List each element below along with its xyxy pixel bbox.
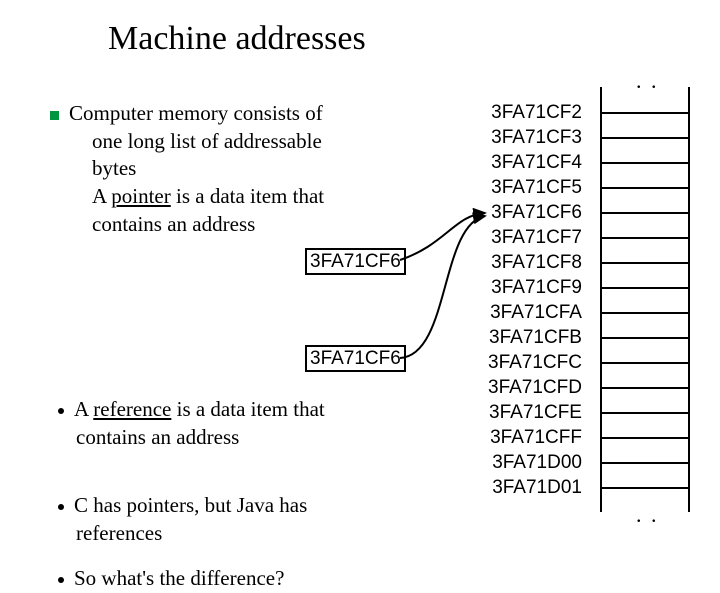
memory-cell [600,362,690,387]
memory-cell [600,262,690,287]
text: Computer memory consists of [69,101,323,125]
bullet-difference: So what's the difference? [50,565,284,593]
address-label: 3FA71CFD [488,375,582,400]
reference-value-box: 3FA71CF6 [305,345,406,372]
ellipsis-icon: . . [636,68,659,94]
address-column: 3FA71CF23FA71CF33FA71CF43FA71CF53FA71CF6… [488,100,582,500]
memory-cell [600,287,690,312]
dot-bullet-icon [58,577,64,583]
pointer-value-box: 3FA71CF6 [305,248,406,275]
page-title: Machine addresses [108,20,366,58]
bullet-memory: Computer memory consists of one long lis… [50,100,430,239]
memory-cell [600,387,690,412]
text: contains an address [76,424,325,452]
address-label: 3FA71CFE [488,400,582,425]
text: A [92,184,111,208]
text: is a data item that [171,397,324,421]
text: C has pointers, but Java has [74,493,307,517]
address-label: 3FA71D01 [488,475,582,500]
address-label: 3FA71D00 [488,450,582,475]
address-label: 3FA71CF3 [488,125,582,150]
memory-cell [600,187,690,212]
memory-cell [600,312,690,337]
text: references [76,520,307,548]
memory-cell [600,462,690,487]
square-bullet-icon [50,111,59,120]
text: one long list of addressable [92,128,430,156]
dot-bullet-icon [58,504,64,510]
address-label: 3FA71CF7 [488,225,582,250]
address-label: 3FA71CFA [488,300,582,325]
address-label: 3FA71CFC [488,350,582,375]
memory-cell [600,412,690,437]
memory-cell [600,237,690,262]
text: So what's the difference? [74,566,284,590]
address-label: 3FA71CF8 [488,250,582,275]
memory-cells [600,87,690,512]
address-label: 3FA71CF2 [488,100,582,125]
bullet-reference: A reference is a data item that contains… [50,396,325,451]
address-label: 3FA71CFB [488,325,582,350]
text: bytes [92,155,430,183]
memory-cell [600,137,690,162]
address-label: 3FA71CFF [488,425,582,450]
text: is a data item that [171,184,324,208]
ellipsis-icon: . . [636,502,659,528]
text: contains an address [92,211,430,239]
address-label: 3FA71CF9 [488,275,582,300]
memory-cell [600,337,690,362]
memory-cell [600,212,690,237]
text-reference: reference [93,397,171,421]
address-label: 3FA71CF6 [488,200,582,225]
text: A [74,397,93,421]
text-pointer: pointer [111,184,170,208]
address-label: 3FA71CF4 [488,150,582,175]
dot-bullet-icon [58,408,64,414]
memory-cell [600,112,690,137]
address-label: 3FA71CF5 [488,175,582,200]
memory-cell [600,162,690,187]
memory-cell [600,437,690,462]
bullet-c-java: C has pointers, but Java has references [50,492,307,547]
content-column: Computer memory consists of one long lis… [50,100,430,239]
